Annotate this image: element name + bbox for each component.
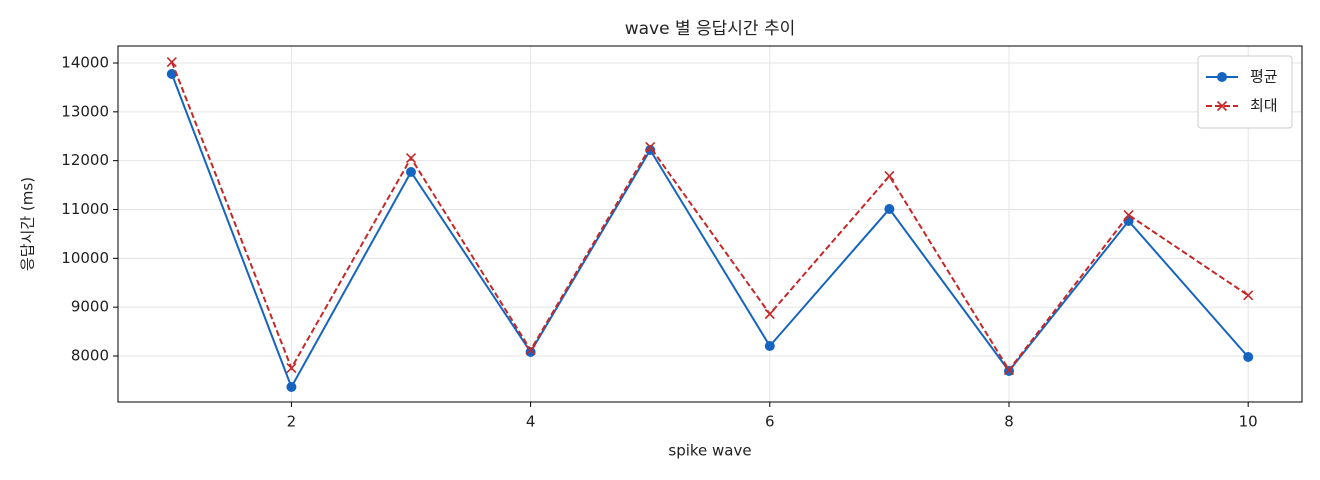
marker bbox=[645, 145, 656, 156]
marker bbox=[884, 170, 895, 182]
marker bbox=[645, 141, 656, 153]
legend-box bbox=[1197, 55, 1293, 129]
chart-title: wave 별 응답시간 추이 bbox=[625, 19, 796, 39]
marker bbox=[286, 362, 297, 374]
marker bbox=[764, 340, 775, 351]
marker bbox=[525, 346, 536, 357]
y-tick-label: 11000 bbox=[61, 200, 109, 218]
x-axis-label: spike wave bbox=[668, 442, 751, 460]
y-tick-label: 13000 bbox=[61, 102, 109, 120]
x-tick-label: 8 bbox=[1004, 413, 1014, 431]
legend-label: 최대 bbox=[1250, 97, 1278, 115]
marker bbox=[764, 308, 775, 320]
marker bbox=[1243, 351, 1254, 362]
legend-label: 평균 bbox=[1250, 68, 1278, 86]
plot-frame bbox=[117, 45, 1303, 403]
marker bbox=[1243, 290, 1254, 301]
marker bbox=[1003, 364, 1015, 376]
y-axis-label: 응답시간 (ms) bbox=[19, 177, 37, 271]
legend-marker bbox=[1216, 100, 1228, 112]
marker bbox=[286, 382, 297, 393]
y-tick-label: 9000 bbox=[71, 298, 109, 316]
x-tick-label: 2 bbox=[287, 413, 297, 431]
x-tick-label: 10 bbox=[1239, 413, 1258, 431]
y-tick-label: 12000 bbox=[61, 151, 109, 169]
x-tick-label: 6 bbox=[765, 413, 775, 431]
series-line bbox=[170, 73, 1249, 390]
marker bbox=[1123, 209, 1134, 221]
y-tick-label: 8000 bbox=[71, 346, 109, 364]
legend-marker bbox=[1217, 72, 1227, 82]
marker bbox=[406, 166, 417, 177]
marker bbox=[884, 204, 895, 215]
y-tick-label: 10000 bbox=[61, 249, 109, 267]
marker bbox=[525, 344, 536, 356]
marker bbox=[166, 68, 177, 79]
series-line bbox=[170, 61, 1249, 372]
x-tick-label: 4 bbox=[526, 413, 536, 431]
marker bbox=[405, 152, 417, 164]
marker bbox=[166, 56, 177, 68]
y-tick-label: 14000 bbox=[61, 53, 109, 71]
